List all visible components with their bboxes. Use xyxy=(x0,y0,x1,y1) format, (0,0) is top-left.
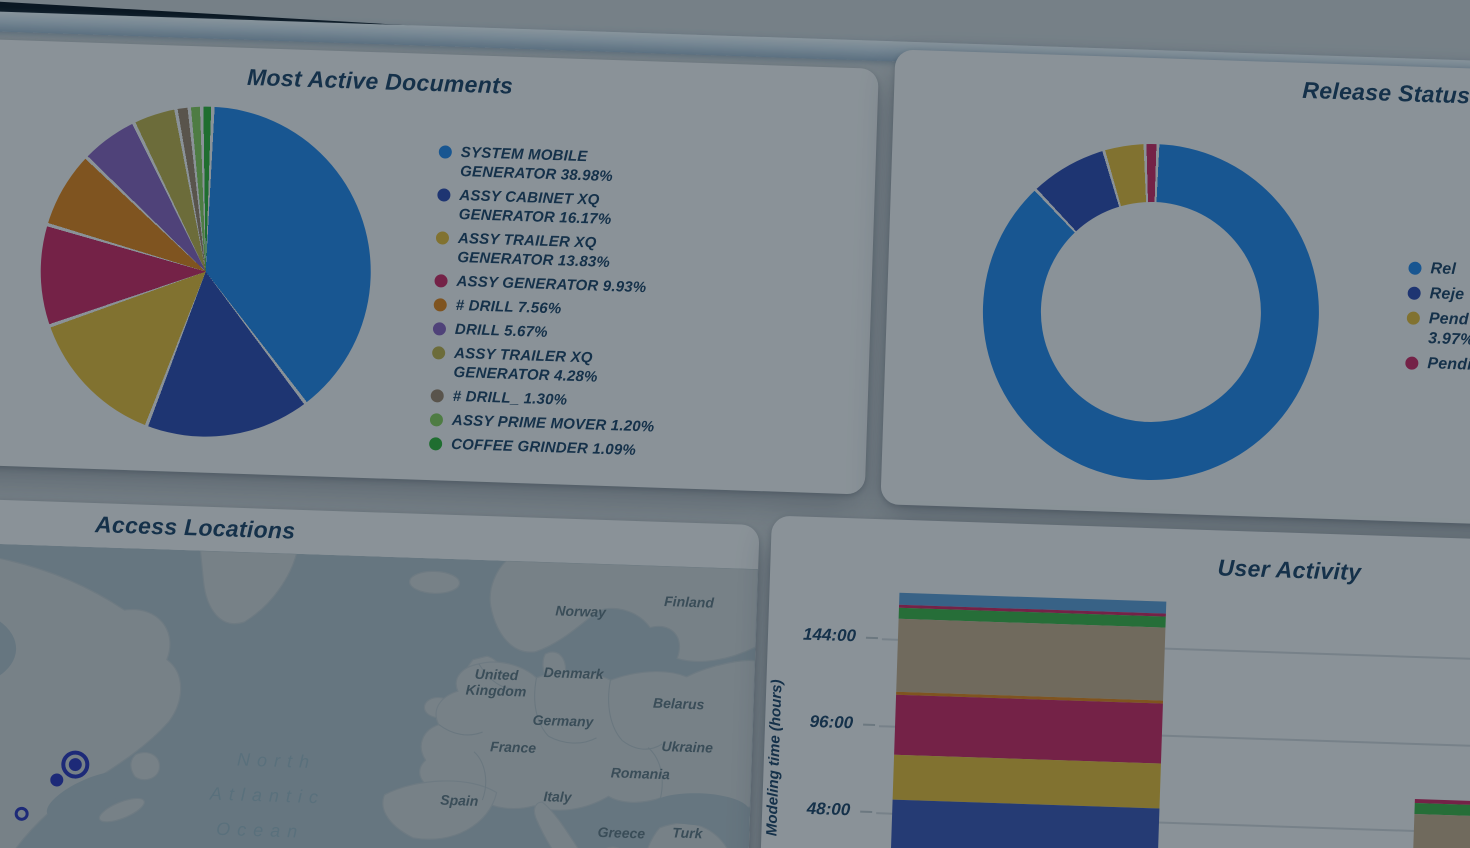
legend-item[interactable]: DRILL 5.67% xyxy=(432,319,664,346)
world-map[interactable]: Iceland Sweden Norway Finland United Kingdom… xyxy=(0,540,759,848)
legend-label: ASSY GENERATOR 9.93% xyxy=(456,272,647,297)
legend-label: ASSY CABINET XQ GENERATOR 16.17% xyxy=(458,186,612,229)
map-country-label: Finland xyxy=(663,593,715,611)
legend-swatch-icon xyxy=(437,188,451,202)
map-country-label: Belarus xyxy=(652,694,705,713)
legend-swatch-icon xyxy=(435,231,450,245)
legend-item[interactable]: # DRILL_ 1.30% xyxy=(430,386,661,413)
y-axis-tick-label: 96:00 xyxy=(809,711,854,733)
map-country-label: Turk xyxy=(672,824,703,842)
legend-label: ASSY PRIME MOVER 1.20% xyxy=(451,411,655,436)
y-axis-tick-label: 48:00 xyxy=(806,798,851,820)
legend-label: Pendi xyxy=(1427,355,1470,374)
bar-segment xyxy=(889,799,1160,848)
legend-swatch-icon xyxy=(431,346,446,360)
legend-item[interactable]: ASSY GENERATOR 9.93% xyxy=(434,271,665,298)
map-country-label: France xyxy=(489,738,537,756)
map-country-label: Greece xyxy=(597,823,646,842)
legend-swatch-icon xyxy=(434,274,448,288)
legend-swatch-icon xyxy=(432,322,447,336)
legend-swatch-icon xyxy=(438,145,453,159)
legend-swatch-icon xyxy=(1408,261,1422,275)
dashboard-page: Most Active Documents SYSTEM MOBILE GENE… xyxy=(0,9,1470,848)
card-user-activity: User Activity Modeling time (hours) 144:… xyxy=(750,515,1470,848)
legend-label: ASSY TRAILER XQ GENERATOR 4.28% xyxy=(453,344,598,386)
map-country-label: Sweden xyxy=(620,550,675,569)
map-country-label: Norway xyxy=(555,602,607,621)
legend-item[interactable]: SYSTEM MOBILE GENERATOR 38.98% xyxy=(438,142,669,188)
legend-label: COFFEE GRINDER 1.09% xyxy=(450,435,637,459)
legend-label: SYSTEM MOBILE GENERATOR 38.98% xyxy=(459,144,614,186)
legend-label: Reje xyxy=(1429,285,1465,304)
map-ocean-label: Atlantic xyxy=(209,783,326,808)
card-access-locations: Access Locations xyxy=(0,496,760,848)
legend-item[interactable]: ASSY CABINET XQ GENERATOR 16.17% xyxy=(436,185,667,231)
legend-item[interactable]: Pendi xyxy=(1405,353,1470,380)
map-country-label: Ukraine xyxy=(661,737,714,756)
legend-label: # DRILL_ 1.30% xyxy=(452,387,568,409)
legend-swatch-icon xyxy=(1406,311,1421,325)
legend-item[interactable]: COFFEE GRINDER 1.09% xyxy=(428,434,660,461)
legend-label: Rel xyxy=(1430,260,1457,279)
legend-label: DRILL 5.67% xyxy=(454,320,548,341)
axis-tick xyxy=(863,723,876,727)
legend-item[interactable]: Reje xyxy=(1407,283,1470,310)
map-country-label: Romania xyxy=(610,764,671,783)
legend-item[interactable]: ASSY PRIME MOVER 1.20% xyxy=(429,410,661,437)
legend-item[interactable]: ASSY TRAILER XQ GENERATOR 13.83% xyxy=(435,228,666,274)
pie-legend: SYSTEM MOBILE GENERATOR 38.98% ASSY CABIN… xyxy=(428,142,669,465)
map-ocean-label: North xyxy=(236,749,317,773)
pie-chart-most-active-documents[interactable] xyxy=(35,101,377,442)
card-title-access-locations: Access Locations xyxy=(94,511,296,544)
card-release-status: Release Status Rel Reje Pend 3.97% Pendi xyxy=(880,49,1470,533)
legend-swatch-icon xyxy=(1405,356,1419,370)
legend-swatch-icon xyxy=(429,413,444,427)
y-axis-tick-label: 144:00 xyxy=(802,624,857,646)
card-most-active-documents: Most Active Documents SYSTEM MOBILE GENE… xyxy=(0,36,879,495)
map-country-label: United Kingdom xyxy=(465,665,527,700)
map-country-label: Italy xyxy=(543,788,572,806)
donut-legend: Rel Reje Pend 3.97% Pendi xyxy=(1405,258,1470,385)
map-country-label: Germany xyxy=(532,711,594,730)
bar-segment xyxy=(1413,813,1470,848)
legend-swatch-icon xyxy=(430,389,444,403)
donut-hole xyxy=(1037,198,1265,426)
axis-tick xyxy=(860,810,873,814)
legend-swatch-icon xyxy=(428,437,443,451)
map-country-label: Spain xyxy=(440,791,479,809)
legend-item[interactable]: # DRILL 7.56% xyxy=(433,295,664,322)
bar-segment xyxy=(894,694,1163,764)
legend-label: Pend 3.97% xyxy=(1427,310,1470,349)
legend-label: ASSY TRAILER XQ GENERATOR 13.83% xyxy=(457,229,611,272)
map-landmasses xyxy=(0,540,759,848)
stacked-bar[interactable] xyxy=(889,592,1167,848)
axis-tick xyxy=(865,636,878,640)
legend-swatch-icon xyxy=(433,298,447,312)
legend-item[interactable]: ASSY TRAILER XQ GENERATOR 4.28% xyxy=(431,343,662,389)
legend-item[interactable]: Pend 3.97% xyxy=(1406,308,1470,355)
map-country-label: Iceland xyxy=(416,541,465,560)
stacked-bar[interactable] xyxy=(1411,799,1470,848)
bar-segment xyxy=(896,618,1166,701)
map-country-label: Denmark xyxy=(543,664,604,683)
stacked-bar-plot[interactable]: 144:00 96:00 48:00 xyxy=(751,516,1470,848)
legend-swatch-icon xyxy=(1407,286,1421,300)
legend-label: # DRILL 7.56% xyxy=(455,296,562,318)
country-borders xyxy=(438,663,663,801)
card-title-most-active-documents: Most Active Documents xyxy=(246,63,514,99)
legend-item[interactable]: Rel xyxy=(1408,258,1470,285)
card-title-release-status: Release Status xyxy=(1302,76,1470,109)
donut-chart-release-status[interactable] xyxy=(977,138,1325,486)
map-ocean-label: Ocean xyxy=(215,818,305,842)
